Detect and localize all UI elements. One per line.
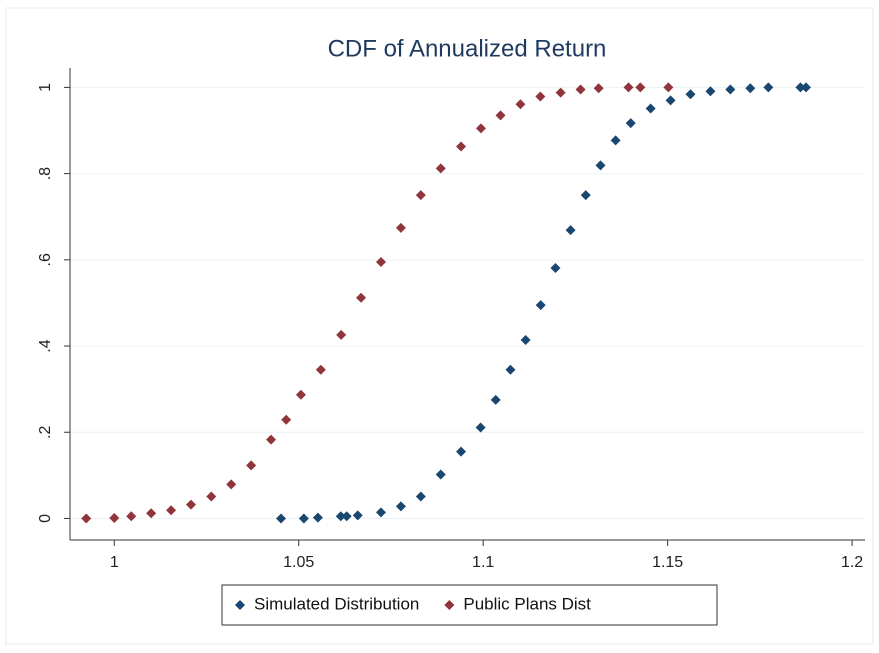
point — [435, 469, 446, 480]
point — [520, 334, 531, 345]
point — [685, 89, 696, 100]
y-tick-label: .2 — [37, 425, 54, 438]
point — [276, 513, 287, 524]
point — [352, 510, 363, 521]
y-tick-label: .6 — [37, 253, 54, 266]
y-tick-label: .8 — [37, 167, 54, 180]
point — [580, 190, 591, 201]
point — [505, 364, 516, 375]
point — [341, 511, 352, 522]
point — [415, 491, 426, 502]
point — [635, 82, 646, 93]
point — [266, 434, 277, 445]
point — [395, 501, 406, 512]
point — [335, 511, 346, 522]
point — [298, 513, 309, 524]
point — [395, 222, 406, 233]
point — [315, 364, 326, 375]
point — [800, 82, 811, 93]
point — [795, 82, 806, 93]
point — [356, 292, 367, 303]
outer-frame — [5, 7, 874, 645]
point — [186, 499, 197, 510]
x-tick-label: 1.05 — [283, 554, 314, 571]
point — [593, 83, 604, 94]
point — [665, 95, 676, 106]
legend-marker — [235, 600, 245, 610]
legend-label: Simulated Distribution — [254, 594, 419, 613]
point — [663, 82, 674, 93]
point — [763, 82, 774, 93]
point — [625, 118, 636, 129]
point — [705, 86, 716, 97]
point — [435, 163, 446, 174]
point — [456, 446, 467, 457]
legend-marker — [444, 600, 455, 610]
legend-label: Public Plans Dist — [463, 594, 591, 613]
y-tick-label: 0 — [37, 514, 54, 523]
point — [495, 110, 506, 121]
point — [166, 505, 177, 516]
point — [336, 329, 347, 340]
point — [645, 103, 656, 114]
point — [81, 513, 92, 524]
point — [745, 83, 756, 94]
point — [281, 414, 292, 425]
legend-box — [221, 584, 718, 626]
legend: Simulated Distribution Public Plans Dist — [221, 584, 718, 626]
x-tick-label: 1.2 — [841, 554, 863, 571]
point — [295, 389, 306, 400]
point — [475, 422, 486, 433]
point — [535, 91, 546, 102]
point — [312, 512, 323, 523]
point — [575, 84, 586, 95]
point — [535, 300, 546, 311]
point — [375, 507, 386, 518]
point — [725, 84, 736, 95]
point — [415, 190, 426, 201]
point — [456, 141, 467, 152]
x-tick-label: 1 — [110, 554, 119, 571]
point — [146, 508, 157, 519]
x-tick-label: 1.15 — [652, 554, 683, 571]
x-tick-label: 1.1 — [472, 554, 494, 571]
y-tick-label: 1 — [37, 83, 54, 92]
point — [126, 511, 137, 522]
point — [515, 99, 526, 110]
point — [490, 394, 501, 405]
chart-title: CDF of Annualized Return — [328, 35, 607, 62]
point — [226, 479, 237, 490]
y-tick-label: .4 — [37, 339, 54, 352]
point — [246, 460, 257, 471]
point — [109, 513, 120, 524]
point — [550, 263, 561, 274]
point — [610, 135, 621, 146]
point — [595, 160, 606, 171]
point — [475, 123, 486, 134]
point — [555, 87, 566, 98]
point — [206, 491, 217, 502]
point — [375, 256, 386, 267]
point — [565, 225, 576, 236]
point — [623, 82, 634, 93]
